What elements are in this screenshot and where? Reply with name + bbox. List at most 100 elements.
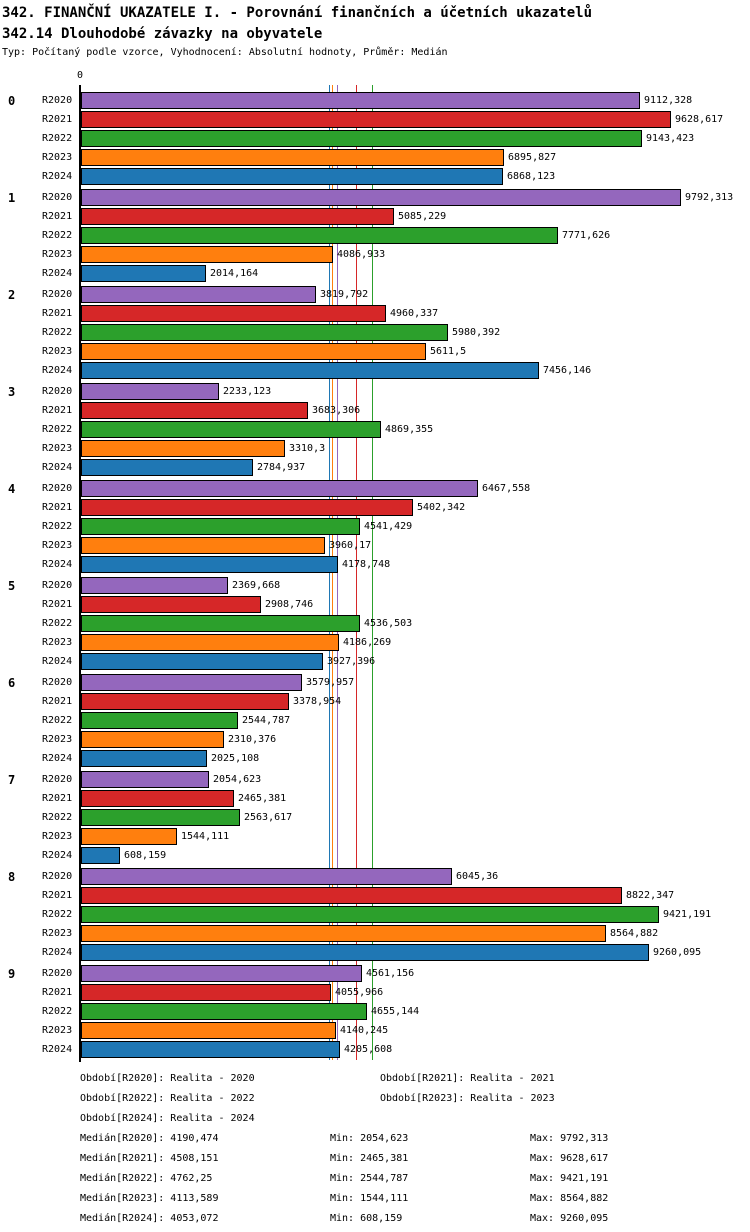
year-label-r2021: R2021 — [42, 114, 73, 125]
year-label-r2020: R2020 — [42, 677, 73, 688]
value-label-group1-r2022: 7771,626 — [562, 230, 611, 241]
stat-median-r2024: Medián[R2024]: 4053,072 — [80, 1213, 219, 1224]
bar-group8-r2023 — [81, 925, 606, 942]
bar-group4-r2021 — [81, 499, 413, 516]
year-label-r2021: R2021 — [42, 308, 73, 319]
value-label-group3-r2021: 3683,306 — [312, 405, 361, 416]
page-subtitle: 342.14 Dlouhodobé závazky na obyvatele — [2, 26, 323, 42]
year-label-r2021: R2021 — [42, 599, 73, 610]
bar-group1-r2022 — [81, 227, 558, 244]
year-label-r2024: R2024 — [42, 1044, 73, 1055]
value-label-group6-r2024: 2025,108 — [211, 753, 260, 764]
year-label-r2024: R2024 — [42, 171, 73, 182]
median-line-r2021 — [356, 85, 357, 1060]
year-label-r2020: R2020 — [42, 95, 73, 106]
bar-group8-r2020 — [81, 868, 452, 885]
value-label-group2-r2021: 4960,337 — [390, 308, 439, 319]
bar-group0-r2021 — [81, 111, 671, 128]
bar-group6-r2021 — [81, 693, 289, 710]
group-label-0: 0 — [8, 94, 16, 108]
value-label-group4-r2023: 3960,17 — [329, 540, 372, 551]
bar-group8-r2021 — [81, 887, 622, 904]
year-label-r2024: R2024 — [42, 850, 73, 861]
stat-min-r2020: Min: 2054,623 — [330, 1133, 409, 1144]
bar-group2-r2021 — [81, 305, 386, 322]
year-label-r2020: R2020 — [42, 871, 73, 882]
group-label-4: 4 — [8, 482, 16, 496]
stat-min-r2024: Min: 608,159 — [330, 1213, 403, 1224]
value-label-group2-r2023: 5611,5 — [430, 346, 467, 357]
year-label-r2023: R2023 — [42, 152, 73, 163]
year-label-r2022: R2022 — [42, 618, 73, 629]
bar-group8-r2022 — [81, 906, 659, 923]
value-label-group4-r2022: 4541,429 — [364, 521, 413, 532]
value-label-group7-r2022: 2563,617 — [244, 812, 293, 823]
bar-group3-r2024 — [81, 459, 253, 476]
stat-max-r2022: Max: 9421,191 — [530, 1173, 609, 1184]
year-label-r2021: R2021 — [42, 211, 73, 222]
group-label-5: 5 — [8, 579, 16, 593]
value-label-group9-r2023: 4140,245 — [340, 1025, 389, 1036]
bar-group0-r2022 — [81, 130, 642, 147]
year-label-r2021: R2021 — [42, 696, 73, 707]
group-label-6: 6 — [8, 676, 16, 690]
year-label-r2024: R2024 — [42, 656, 73, 667]
bar-group9-r2020 — [81, 965, 362, 982]
bar-group3-r2021 — [81, 402, 308, 419]
period-legend-r2022: Období[R2022]: Realita - 2022 — [80, 1093, 255, 1104]
year-label-r2024: R2024 — [42, 462, 73, 473]
year-label-r2023: R2023 — [42, 637, 73, 648]
page-title: 342. FINANČNÍ UKAZATELE I. - Porovnání f… — [2, 5, 593, 21]
bar-group7-r2021 — [81, 790, 234, 807]
value-label-group7-r2020: 2054,623 — [213, 774, 262, 785]
value-label-group5-r2022: 4536,503 — [364, 618, 413, 629]
value-label-group0-r2023: 6895,827 — [508, 152, 557, 163]
year-label-r2022: R2022 — [42, 521, 73, 532]
value-label-group8-r2022: 9421,191 — [663, 909, 712, 920]
stat-max-r2023: Max: 8564,882 — [530, 1193, 609, 1204]
period-legend-r2024: Období[R2024]: Realita - 2024 — [80, 1113, 255, 1124]
bar-group5-r2023 — [81, 634, 339, 651]
group-label-2: 2 — [8, 288, 16, 302]
value-label-group6-r2021: 3378,954 — [293, 696, 342, 707]
bar-group4-r2022 — [81, 518, 360, 535]
bar-group3-r2022 — [81, 421, 381, 438]
value-label-group9-r2022: 4655,144 — [371, 1006, 420, 1017]
value-label-group1-r2024: 2014,164 — [210, 268, 259, 279]
value-label-group5-r2024: 3927,396 — [327, 656, 376, 667]
chart-meta-line: Typ: Počítaný podle vzorce, Vyhodnocení:… — [2, 47, 448, 58]
bar-group5-r2021 — [81, 596, 261, 613]
axis-zero-tick-label: 0 — [76, 70, 84, 81]
year-label-r2024: R2024 — [42, 753, 73, 764]
year-label-r2022: R2022 — [42, 133, 73, 144]
value-label-group4-r2024: 4178,748 — [342, 559, 391, 570]
stat-max-r2021: Max: 9628,617 — [530, 1153, 609, 1164]
bar-group5-r2020 — [81, 577, 228, 594]
value-label-group2-r2022: 5980,392 — [452, 327, 501, 338]
value-label-group8-r2021: 8822,347 — [626, 890, 675, 901]
stat-median-r2022: Medián[R2022]: 4762,25 — [80, 1173, 213, 1184]
value-label-group3-r2022: 4869,355 — [385, 424, 434, 435]
bar-group2-r2022 — [81, 324, 448, 341]
bar-group8-r2024 — [81, 944, 649, 961]
group-label-8: 8 — [8, 870, 16, 884]
year-label-r2022: R2022 — [42, 424, 73, 435]
bar-group9-r2022 — [81, 1003, 367, 1020]
year-label-r2023: R2023 — [42, 540, 73, 551]
value-label-group7-r2021: 2465,381 — [238, 793, 287, 804]
year-label-r2020: R2020 — [42, 483, 73, 494]
value-label-group3-r2023: 3310,3 — [289, 443, 326, 454]
value-label-group8-r2020: 6045,36 — [456, 871, 499, 882]
bar-group0-r2024 — [81, 168, 503, 185]
value-label-group9-r2024: 4205,608 — [344, 1044, 393, 1055]
bar-group4-r2020 — [81, 480, 478, 497]
value-label-group4-r2020: 6467,558 — [482, 483, 531, 494]
bar-group0-r2023 — [81, 149, 504, 166]
year-label-r2023: R2023 — [42, 249, 73, 260]
bar-group4-r2024 — [81, 556, 338, 573]
value-label-group5-r2021: 2908,746 — [265, 599, 314, 610]
value-label-group2-r2020: 3819,792 — [320, 289, 369, 300]
value-label-group0-r2022: 9143,423 — [646, 133, 695, 144]
value-label-group8-r2023: 8564,882 — [610, 928, 659, 939]
period-legend-r2023: Období[R2023]: Realita - 2023 — [380, 1093, 555, 1104]
